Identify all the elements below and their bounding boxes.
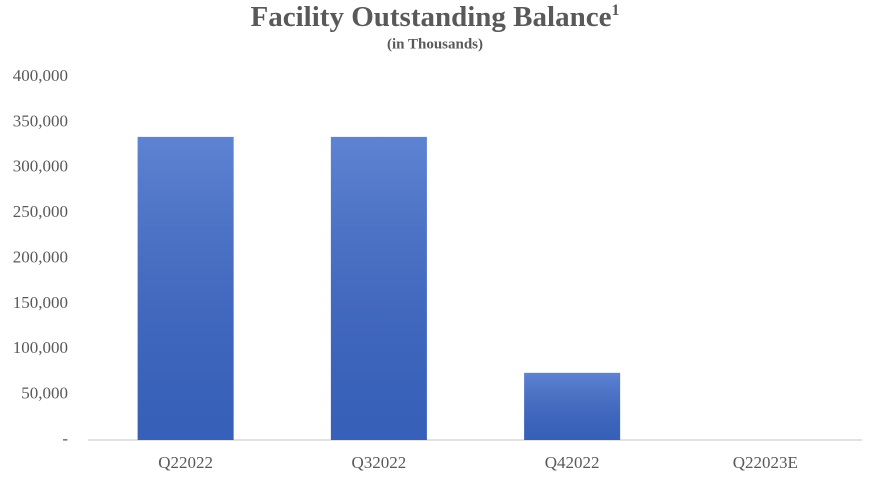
bar-shade bbox=[330, 136, 427, 440]
x-tick-label: Q22022 bbox=[158, 453, 213, 472]
y-tick-label: 150,000 bbox=[13, 293, 68, 312]
bar-shade bbox=[524, 372, 621, 440]
y-tick-label: 250,000 bbox=[13, 202, 68, 221]
title-text: Facility Outstanding Balance bbox=[251, 1, 612, 33]
y-tick-label: 300,000 bbox=[13, 157, 68, 176]
x-tick-label: Q42022 bbox=[545, 453, 600, 472]
title-footnote: 1 bbox=[611, 2, 619, 19]
y-tick-label: 350,000 bbox=[13, 111, 68, 130]
x-tick-label: Q32022 bbox=[351, 453, 406, 472]
bar-shade bbox=[137, 136, 234, 440]
y-tick-label: 100,000 bbox=[13, 338, 68, 357]
y-tick-label: 400,000 bbox=[13, 66, 68, 85]
y-tick-label: 200,000 bbox=[13, 247, 68, 266]
x-tick-label: Q22023E bbox=[733, 453, 798, 472]
chart-title: Facility Outstanding Balance1 bbox=[251, 1, 620, 33]
y-tick-label: 50,000 bbox=[21, 384, 68, 403]
y-tick-label: - bbox=[62, 429, 68, 448]
chart-subtitle: (in Thousands) bbox=[387, 36, 483, 52]
